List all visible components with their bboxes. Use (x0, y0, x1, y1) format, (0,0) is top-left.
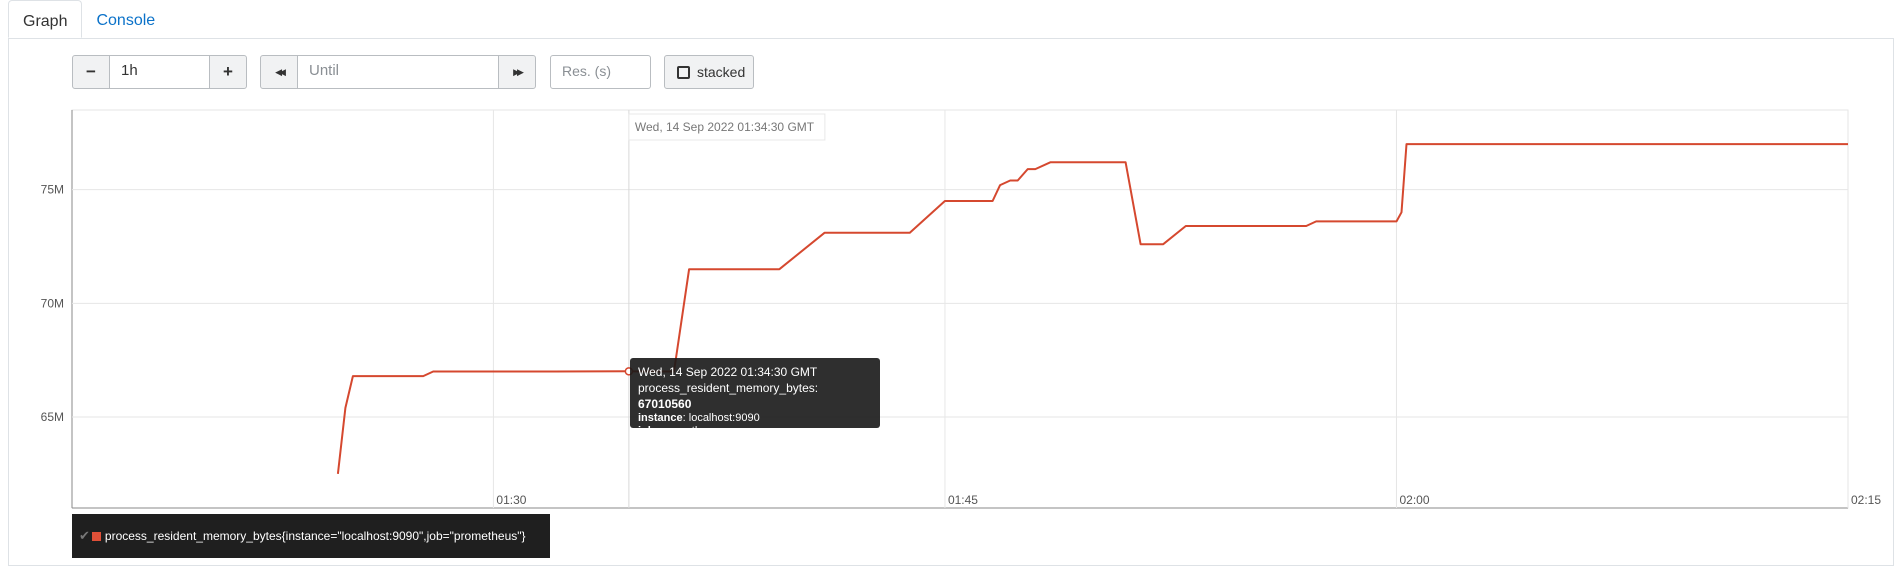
y-tick-label: 65M (41, 410, 64, 424)
series-line (336, 143, 1848, 475)
tooltip-instance-key: instance (638, 412, 683, 424)
series-swatch (91, 531, 101, 541)
check-icon: ✔ (79, 528, 90, 543)
legend-label: process_resident_memory_bytes{instance="… (104, 529, 526, 543)
tooltip-time: Wed, 14 Sep 2022 01:34:30 GMT (638, 365, 818, 379)
x-tick-label: 01:30 (496, 493, 526, 507)
backward-icon: ◀◀ (275, 66, 286, 77)
tooltip-metric-value: 67010560 (638, 397, 692, 411)
x-tick-label: 02:15 (1851, 493, 1881, 507)
plus-icon: + (223, 62, 233, 81)
y-tick-label: 70M (41, 296, 64, 310)
tooltip-job-key: job (638, 425, 655, 437)
graph-panel (8, 38, 1894, 566)
tooltip-metric-name: process_resident_memory_bytes: (638, 381, 819, 395)
minus-icon: − (86, 62, 96, 81)
plot-area (71, 109, 1849, 509)
y-tick-label: 75M (41, 183, 64, 197)
x-tick-label: 01:45 (948, 493, 978, 507)
tooltip-metric: process_resident_memory_bytes: 67010560 (638, 380, 872, 412)
hover-time-label: Wed, 14 Sep 2022 01:34:30 GMT (635, 120, 815, 134)
stacked-toggle[interactable]: stacked (664, 55, 754, 89)
tooltip-job-val: : prometheus (654, 425, 719, 437)
hover-tooltip: Wed, 14 Sep 2022 01:34:30 GMT process_re… (630, 358, 880, 437)
decrease-range-button[interactable]: − (72, 55, 110, 89)
tooltip-instance: instance: localhost:9090 (638, 412, 872, 425)
forward-icon: ▶▶ (513, 66, 524, 77)
tab-console[interactable]: Console (96, 12, 156, 29)
forward-button[interactable]: ▶▶ (498, 55, 536, 89)
tab-bar: Graph Console (8, 0, 169, 38)
tooltip-job: job: prometheus (638, 425, 872, 438)
x-tick-label: 02:00 (1399, 493, 1429, 507)
stacked-label: stacked (697, 64, 746, 80)
increase-range-button[interactable]: + (209, 55, 247, 89)
tab-graph[interactable]: Graph (8, 0, 83, 38)
resolution-input[interactable]: Res. (s) (550, 55, 651, 89)
legend[interactable]: ✔ process_resident_memory_bytes{instance… (72, 514, 550, 558)
tooltip-instance-val: : localhost:9090 (682, 412, 760, 424)
checkbox-icon (677, 65, 690, 79)
hover-label-box (628, 113, 826, 141)
back-button[interactable]: ◀◀ (260, 55, 298, 89)
until-input[interactable]: Until (297, 55, 499, 89)
